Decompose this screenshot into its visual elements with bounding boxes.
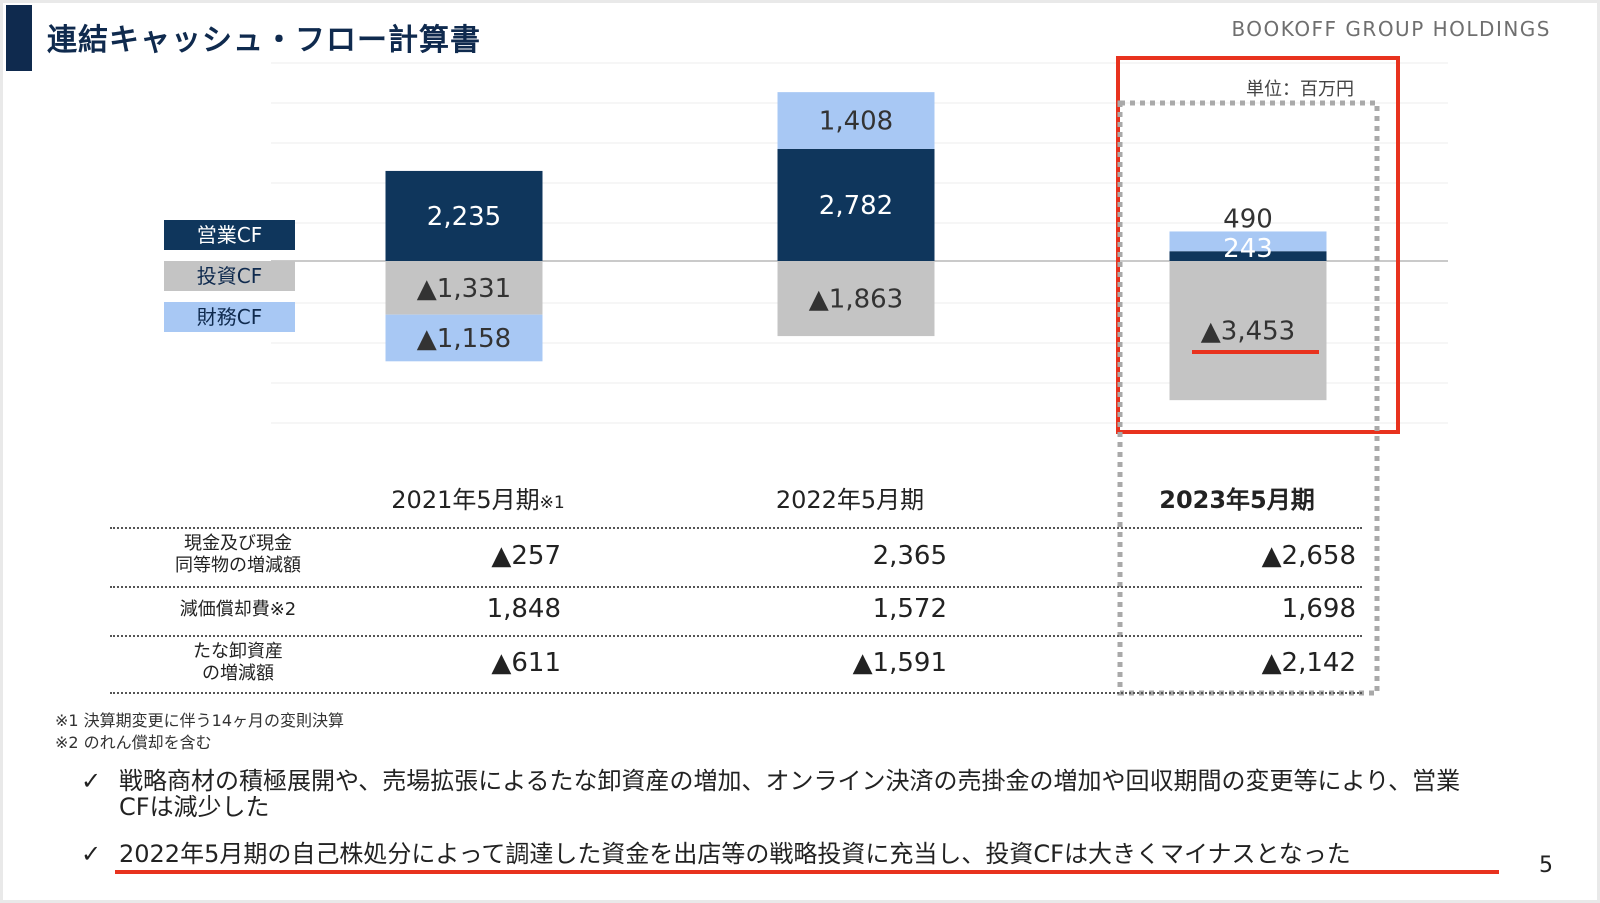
row-label-line: 現金及び現金 [184, 533, 292, 554]
period-label: 2023年5月期 [1159, 486, 1315, 514]
period-label: 2021年5月期 [391, 486, 540, 514]
investing-bar [1169, 261, 1327, 401]
bullet-item: ✓ 2022年5月期の自己株処分によって調達した資金を出店等の戦略投資に充当し、… [81, 840, 1351, 868]
bullet-text: 2022年5月期の自己株処分によって調達した資金を出店等の戦略投資に充当し、投資… [119, 840, 1351, 868]
financing-bar [1169, 231, 1327, 252]
company-name: BOOKOFF GROUP HOLDINGS [1231, 17, 1551, 41]
data-label: 490 [1223, 204, 1273, 234]
financing-bar [385, 314, 543, 362]
data-label: 1,408 [819, 107, 893, 137]
table-cell: 1,572 [872, 594, 947, 624]
period-note: ※1 [539, 493, 565, 513]
operating-bar [1169, 251, 1327, 261]
row-label-line: 同等物の増減額 [175, 555, 301, 576]
period-2021: 2021年5月期※1 [348, 480, 608, 515]
title-accent-bar [6, 5, 32, 71]
period-2023: 2023年5月期 [1107, 480, 1367, 515]
row-label-line: 減価償却費※2 [179, 599, 297, 620]
row-label-cash-change: 現金及び現金 同等物の増減額 [143, 533, 333, 577]
legend-operating: 営業CF [164, 220, 295, 250]
operating-bar [385, 170, 543, 261]
bullet-item: ✓ 戦略商材の積極展開や、売場拡張によるたな卸資産の増加、オンライン決済の売掛金… [81, 767, 1460, 820]
slide: 連結キャッシュ・フロー計算書 BOOKOFF GROUP HOLDINGS 2,… [3, 3, 1597, 900]
financing-bar [777, 92, 935, 149]
table-cell: 2,365 [872, 541, 947, 571]
data-label: ▲1,158 [417, 324, 511, 354]
legend-investing: 投資CF [164, 261, 295, 291]
table-cell: ▲611 [491, 648, 561, 678]
legend-financing: 財務CF [164, 302, 295, 332]
row-label-line: の増減額 [202, 663, 274, 684]
data-label: 243 [1223, 234, 1273, 264]
unit-label: 単位：百万円 [1246, 79, 1354, 100]
period-2022: 2022年5月期 [720, 480, 980, 515]
cashflow-chart: 2,235 ▲1,331 ▲1,158 2,782 ▲1,863 1,408 243 ▲3,4… [271, 56, 1448, 696]
data-label: 2,235 [427, 202, 501, 232]
footnote: ※2 のれん償却を含む [55, 733, 212, 752]
row-label-inventory-change: たな卸資産 の増減額 [143, 641, 333, 685]
table-divider [110, 527, 1362, 529]
table-cell: ▲2,658 [1261, 541, 1356, 571]
investing-bar [385, 261, 543, 315]
table-divider [110, 692, 1362, 694]
data-label: ▲3,453 [1201, 317, 1295, 347]
data-label: ▲1,863 [809, 285, 903, 315]
table-cell: ▲1,591 [852, 648, 947, 678]
emphasis-underline [115, 870, 1499, 874]
row-label-depreciation: 減価償却費※2 [143, 599, 333, 621]
highlight-column [1117, 100, 1380, 696]
check-icon: ✓ [81, 767, 102, 795]
page-title: 連結キャッシュ・フロー計算書 [47, 23, 481, 58]
operating-bar [777, 148, 935, 261]
data-label: ▲1,331 [417, 274, 511, 304]
page-number: 5 [1539, 853, 1553, 878]
data-label: 2,782 [819, 191, 893, 221]
table-cell: ▲257 [491, 541, 561, 571]
period-label: 2022年5月期 [775, 486, 925, 514]
table-divider [110, 586, 1362, 588]
bullet-text: 戦略商材の積極展開や、売場拡張によるたな卸資産の増加、オンライン決済の売掛金の増… [119, 767, 1461, 821]
table-cell: 1,698 [1281, 594, 1356, 624]
table-cell: ▲2,142 [1261, 648, 1356, 678]
row-label-line: たな卸資産 [193, 641, 283, 662]
table-divider [110, 635, 1362, 637]
check-icon: ✓ [81, 840, 102, 868]
footnote: ※1 決算期変更に伴う14ヶ月の変則決算 [55, 711, 345, 730]
investing-bar [777, 261, 935, 337]
table-cell: 1,848 [486, 594, 561, 624]
